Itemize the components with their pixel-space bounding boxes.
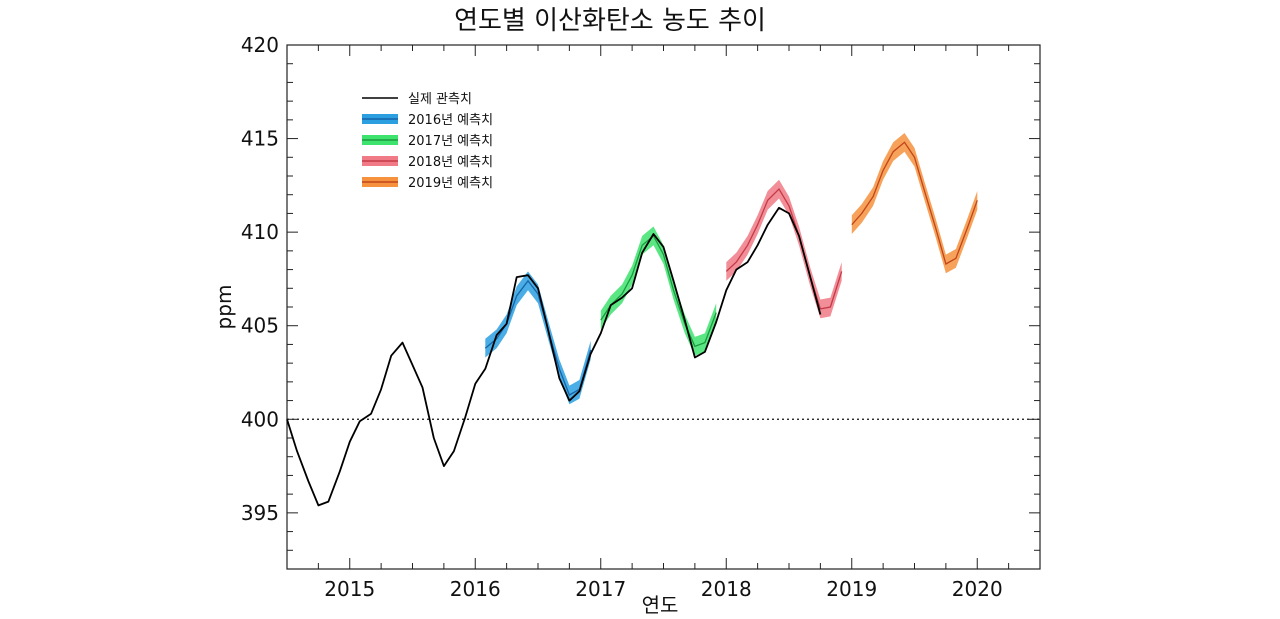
y-tick-label: 410 — [241, 220, 279, 244]
prediction-band-2 — [600, 226, 717, 356]
prediction-line-2 — [600, 234, 717, 348]
x-tick-label: 2015 — [324, 577, 375, 601]
prediction-line-3 — [725, 188, 843, 310]
x-tick-label: 2018 — [701, 577, 752, 601]
chart-title: 연도별 이산화탄소 농도 추이 — [454, 6, 766, 36]
y-tick-label: 405 — [241, 314, 279, 338]
x-tick-label: 2017 — [575, 577, 626, 601]
legend-label-4: 2019년 예측치 — [408, 176, 493, 191]
prediction-bands — [485, 133, 978, 405]
y-tick-label: 420 — [241, 33, 279, 57]
prediction-band-3 — [726, 179, 842, 319]
plot-frame — [286, 44, 1041, 570]
legend: 실제 관측치 2016년 예측치 2017년 예측치 2018년 예측치 2019년 예… — [362, 92, 493, 191]
legend-label-1: 2016년 예측치 — [408, 113, 493, 128]
y-tick-label: 415 — [241, 127, 279, 151]
y-axis-label: ppm — [212, 285, 236, 330]
legend-label-3: 2018년 예측치 — [408, 155, 493, 170]
prediction-line-4 — [851, 141, 978, 265]
y-tick-label: 400 — [241, 407, 279, 431]
legend-label-observed: 실제 관측치 — [408, 92, 472, 107]
series-lines — [286, 141, 978, 507]
y-tick-label: 395 — [241, 501, 279, 525]
x-tick-label: 2019 — [826, 577, 877, 601]
x-axis-label: 연도 — [642, 593, 679, 617]
x-tick-label: 2016 — [450, 577, 501, 601]
axis-ticks: 395 400 405 410 415 420 2015 2016 2017 2018 2019 20… — [241, 33, 1041, 601]
prediction-band-4 — [851, 133, 978, 274]
legend-label-2: 2017년 예측치 — [408, 134, 493, 149]
observed-line — [286, 206, 822, 507]
x-tick-label: 2020 — [952, 577, 1003, 601]
